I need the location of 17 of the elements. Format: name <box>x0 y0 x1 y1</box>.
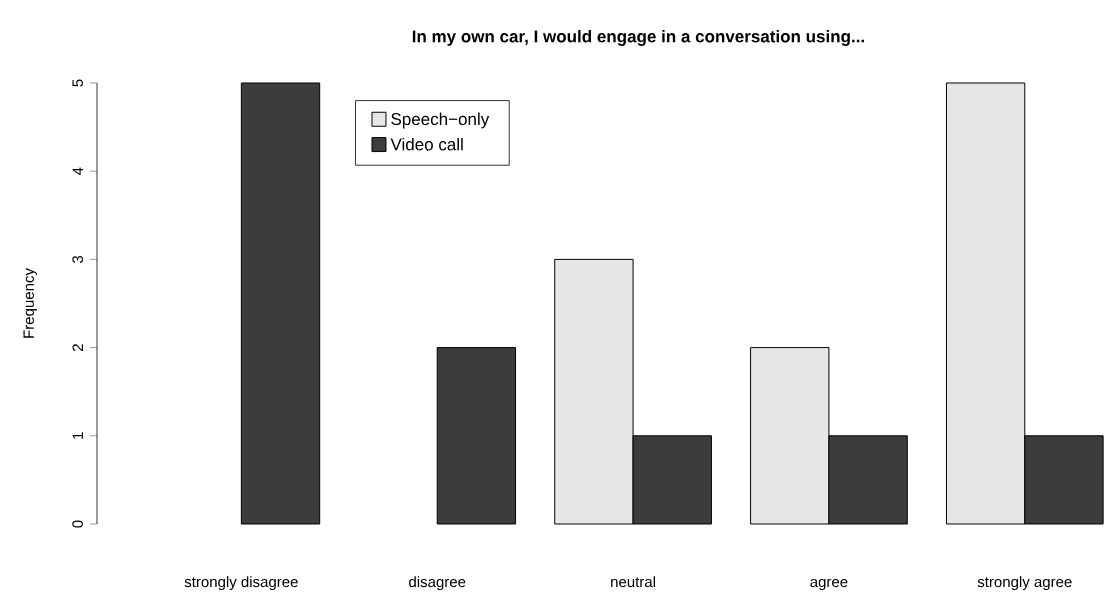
x-tick-label: neutral <box>611 576 655 588</box>
legend-label: Video call <box>390 137 463 151</box>
y-tick-label: 1 <box>72 432 83 439</box>
y-tick-label: 2 <box>72 344 83 352</box>
bar <box>436 347 517 525</box>
y-tick-label: 0 <box>72 520 83 528</box>
x-tick-label: strongly disagree <box>184 576 298 591</box>
x-tick-label: agree <box>810 578 848 591</box>
y-tick-label: 4 <box>72 167 83 176</box>
x-tick-label: disagree <box>409 576 466 591</box>
bar <box>240 82 321 525</box>
y-axis-title: Frequency <box>23 268 37 338</box>
y-tick-label: 5 <box>72 79 83 87</box>
y-tick-label: 3 <box>72 255 83 263</box>
legend-label: Speech−only <box>391 112 490 129</box>
chart-title: In my own car, I would engage in a conversation using... <box>412 29 864 46</box>
x-tick-label: strongly agree <box>977 576 1072 591</box>
